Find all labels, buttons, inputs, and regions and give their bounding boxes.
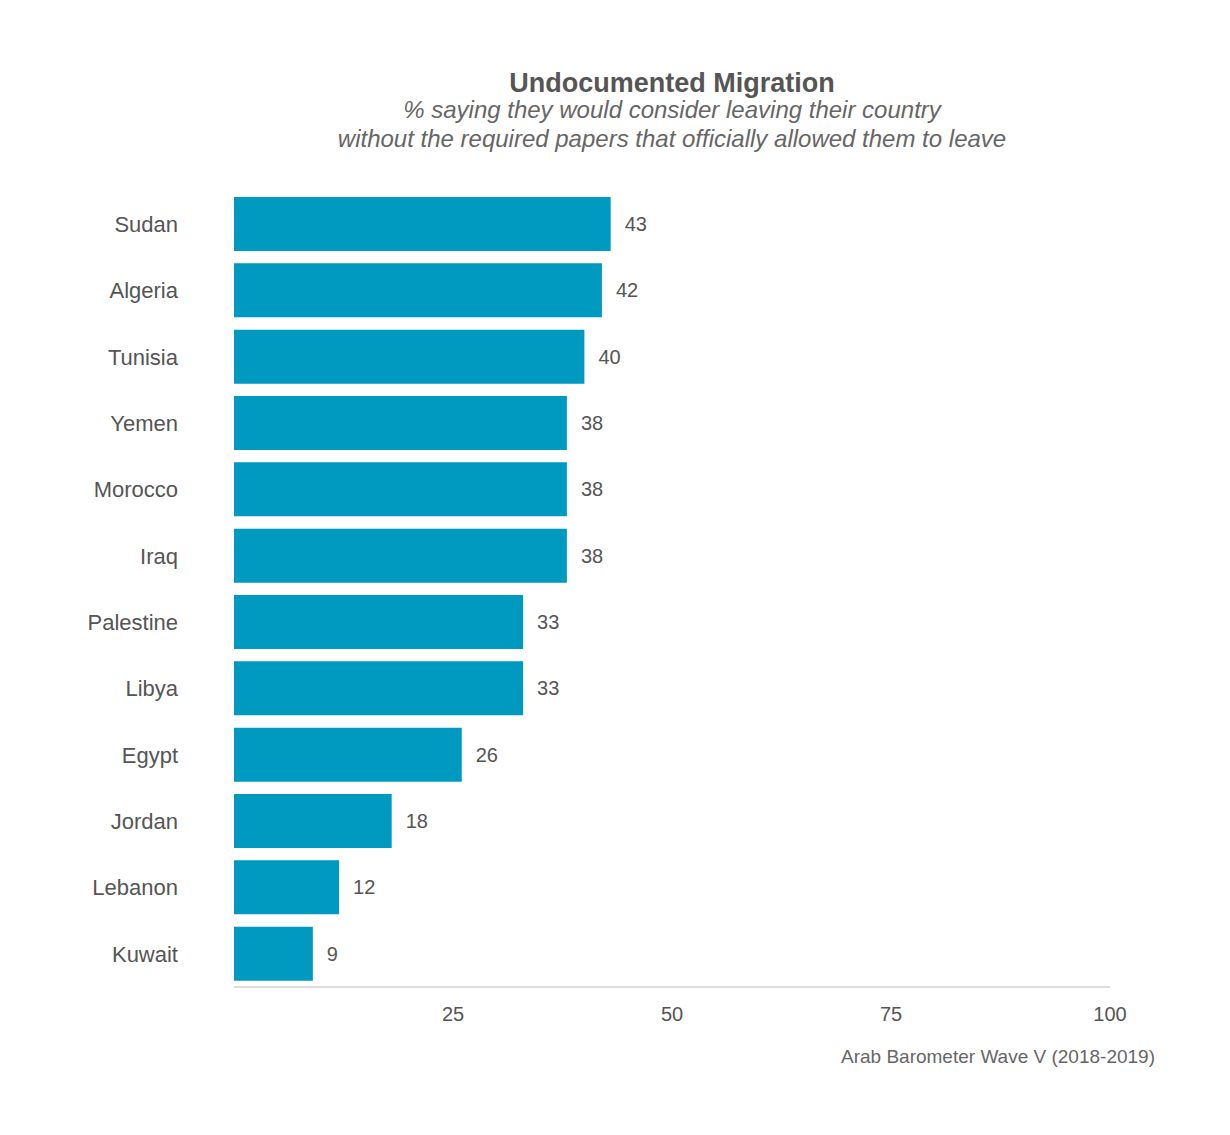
svg-text:Egypt: Egypt [122, 743, 178, 768]
svg-text:18: 18 [406, 810, 428, 832]
svg-text:Libya: Libya [125, 676, 178, 701]
svg-text:Yemen: Yemen [110, 411, 178, 436]
svg-text:Sudan: Sudan [114, 212, 178, 237]
svg-text:Algeria: Algeria [110, 278, 179, 303]
svg-text:38: 38 [581, 412, 603, 434]
svg-text:12: 12 [353, 876, 375, 898]
svg-text:42: 42 [616, 279, 638, 301]
svg-text:38: 38 [581, 478, 603, 500]
svg-text:Tunisia: Tunisia [108, 345, 179, 370]
html-text:without the required papers th: without the required papers that officia… [337, 125, 1007, 152]
svg-text:Morocco: Morocco [94, 477, 178, 502]
svg-text:43: 43 [625, 213, 647, 235]
svg-text:100: 100 [1093, 1003, 1126, 1025]
svg-text:26: 26 [476, 744, 498, 766]
svg-text:Iraq: Iraq [140, 544, 178, 569]
svg-text:33: 33 [537, 611, 559, 633]
html-text:Arab Barometer Wave V (2018-20: Arab Barometer Wave V (2018-2019) [841, 1046, 1155, 1067]
svg-text:Palestine: Palestine [87, 610, 178, 635]
svg-text:40: 40 [598, 346, 620, 368]
html-text:% saying they would consider l: % saying they would consider leaving the… [403, 96, 941, 123]
html-text:Undocumented Migration: Undocumented Migration [509, 68, 835, 98]
svg-text:9: 9 [327, 943, 338, 965]
svg-text:Kuwait: Kuwait [112, 942, 178, 967]
svg-text:75: 75 [880, 1003, 902, 1025]
svg-text:Jordan: Jordan [111, 809, 178, 834]
svg-text:33: 33 [537, 677, 559, 699]
svg-text:Lebanon: Lebanon [92, 875, 178, 900]
svg-text:25: 25 [442, 1003, 464, 1025]
svg-text:50: 50 [661, 1003, 683, 1025]
svg-text:38: 38 [581, 545, 603, 567]
